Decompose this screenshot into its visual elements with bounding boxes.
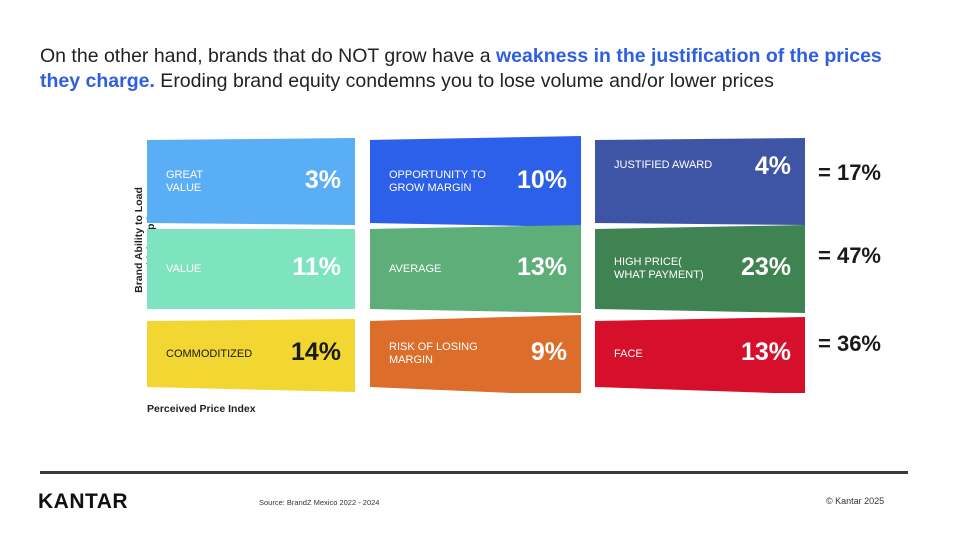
matrix-cell: RISK OF LOSING MARGIN 9%: [370, 315, 581, 393]
matrix-cell: JUSTIFIED AWARD 4%: [595, 138, 805, 225]
matrix-cell-label: OPPORTUNITY TO GROW MARGIN: [389, 168, 486, 194]
price-matrix: GREAT VALUE 3% OPPORTUNITY TO GROW MARGIN 1…: [147, 136, 881, 393]
matrix-cell-label: JUSTIFIED AWARD: [614, 159, 713, 171]
matrix-cell: FACE 13%: [595, 317, 805, 393]
source-note: Source: BrandZ Mexico 2022 - 2024: [259, 498, 380, 507]
matrix-cell-value: 9%: [530, 338, 567, 366]
matrix-cell-label: RISK OF LOSING MARGIN: [389, 341, 478, 366]
matrix-cell: HIGH PRICE( WHAT PAYMENT) 23%: [595, 225, 805, 313]
matrix-cell-value: 13%: [740, 338, 791, 366]
matrix-cell-value: 10%: [516, 165, 567, 194]
matrix-cell-label: COMMODITIZED: [166, 347, 253, 360]
headline-part2: Eroding brand equity condemns you to los…: [154, 70, 774, 92]
matrix-cell-value: 23%: [740, 253, 791, 281]
x-axis-label: Perceived Price Index: [147, 403, 256, 415]
matrix-cell: GREAT VALUE 3%: [147, 138, 355, 225]
footer-divider: [40, 471, 908, 474]
matrix-cell-label: GREAT VALUE: [166, 168, 204, 194]
copyright: © Kantar 2025: [826, 496, 885, 506]
matrix-cell-value: 3%: [304, 165, 341, 194]
matrix-cell: COMMODITIZED 14%: [147, 319, 355, 392]
matrix-cell-value: 4%: [754, 151, 791, 180]
y-axis-label-line1: Brand Ability to Load: [133, 187, 145, 293]
row-total: = 47%: [818, 243, 881, 268]
row-total: = 36%: [818, 331, 881, 356]
matrix-cell-label: HIGH PRICE( WHAT PAYMENT): [614, 256, 704, 281]
matrix-cell-label: AVERAGE: [389, 262, 442, 275]
matrix-cell-value: 11%: [292, 253, 341, 281]
matrix-cell: OPPORTUNITY TO GROW MARGIN 10%: [370, 136, 581, 227]
headline-highlight: weakness in the justification of the pri…: [40, 45, 882, 92]
matrix-cell: VALUE 11%: [147, 229, 355, 309]
matrix-cell-value: 14%: [290, 338, 341, 366]
matrix-cell-label: VALUE: [166, 262, 202, 275]
matrix-cell-label: FACE: [614, 347, 643, 360]
row-total: = 17%: [818, 160, 881, 185]
headline-part1: On the other hand, brands that do NOT gr…: [40, 45, 497, 67]
matrix-cell-value: 13%: [516, 253, 567, 281]
kantar-logo: KANTAR: [38, 490, 129, 513]
matrix-cell: AVERAGE 13%: [370, 225, 581, 313]
headline: On the other hand, brands that do NOT gr…: [40, 44, 920, 94]
